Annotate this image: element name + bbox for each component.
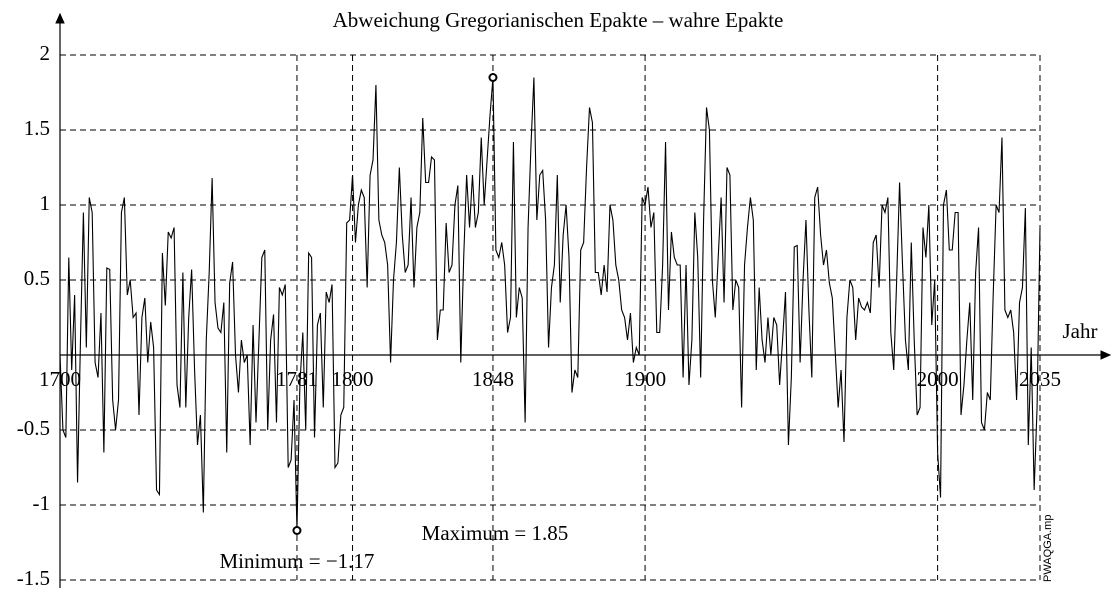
annotation-marker xyxy=(292,526,302,535)
annotation-marker xyxy=(488,73,498,82)
chart-title: Abweichung Gregorianischen Epakte – wahr… xyxy=(333,8,784,32)
y-tick-label: -0.5 xyxy=(17,416,50,440)
x-tick-label: 1700 xyxy=(39,367,81,391)
x-tick-label: 1781 xyxy=(276,367,318,391)
y-tick-label: 1.5 xyxy=(24,116,50,140)
y-tick-label: 2 xyxy=(40,41,51,65)
x-tick-label: 1848 xyxy=(472,367,514,391)
annotation-text: Minimum = −1.17 xyxy=(219,549,374,573)
y-tick-label: -1.5 xyxy=(17,566,50,590)
x-tick-label: 2035 xyxy=(1019,367,1061,391)
annotation-text: Maximum = 1.85 xyxy=(422,521,569,545)
y-tick-label: 1 xyxy=(40,191,51,215)
x-tick-label: 1900 xyxy=(624,367,666,391)
watermark: PWAQGA.mp xyxy=(1042,515,1054,582)
x-tick-label: 2000 xyxy=(917,367,959,391)
y-tick-label: -1 xyxy=(33,491,51,515)
x-axis-label: Jahr xyxy=(1063,319,1098,343)
data-line xyxy=(59,77,1041,531)
x-tick-label: 1800 xyxy=(332,367,374,391)
y-tick-label: 0.5 xyxy=(24,266,50,290)
